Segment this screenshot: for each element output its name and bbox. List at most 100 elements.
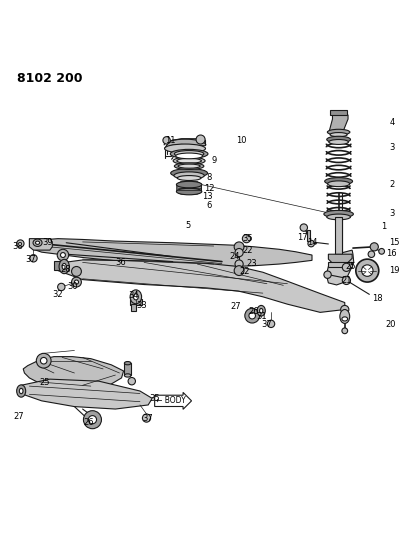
Text: 37: 37 [261, 320, 272, 329]
Text: 27: 27 [14, 411, 24, 421]
Ellipse shape [62, 263, 66, 270]
Ellipse shape [33, 239, 42, 246]
Ellipse shape [340, 310, 350, 324]
Text: 20: 20 [386, 320, 396, 329]
Ellipse shape [125, 374, 131, 377]
Bar [125, 363, 131, 375]
Text: 13: 13 [202, 191, 213, 200]
Ellipse shape [327, 214, 351, 220]
Ellipse shape [174, 172, 204, 179]
Text: 30: 30 [67, 281, 78, 290]
Ellipse shape [175, 153, 203, 159]
Circle shape [379, 248, 385, 254]
Polygon shape [23, 357, 124, 390]
Bar [130, 299, 142, 305]
Text: 17: 17 [297, 233, 308, 243]
Circle shape [72, 266, 81, 276]
Ellipse shape [325, 177, 353, 185]
Ellipse shape [125, 361, 131, 365]
Bar [131, 304, 136, 311]
Polygon shape [328, 262, 352, 266]
Circle shape [74, 280, 79, 284]
Text: 23: 23 [247, 259, 258, 268]
Circle shape [362, 265, 373, 276]
Text: 35: 35 [149, 394, 159, 403]
Polygon shape [177, 182, 201, 194]
Text: 14: 14 [307, 238, 318, 247]
Text: 27: 27 [230, 302, 241, 311]
Bar [335, 216, 342, 254]
Polygon shape [328, 254, 352, 263]
Text: 39: 39 [42, 238, 53, 247]
Circle shape [308, 240, 314, 247]
Ellipse shape [174, 163, 204, 169]
Text: 21: 21 [342, 276, 352, 285]
Ellipse shape [164, 144, 206, 153]
Ellipse shape [324, 211, 353, 218]
Circle shape [235, 248, 243, 257]
Text: 19: 19 [389, 266, 399, 275]
Polygon shape [329, 115, 348, 131]
Ellipse shape [177, 158, 201, 163]
Text: 35: 35 [242, 234, 253, 243]
Text: 38: 38 [12, 243, 23, 252]
Text: 37: 37 [25, 255, 36, 264]
Ellipse shape [130, 290, 142, 304]
Text: 34: 34 [129, 292, 139, 301]
Ellipse shape [59, 260, 69, 273]
Circle shape [30, 255, 37, 262]
Ellipse shape [134, 294, 139, 300]
Text: 2: 2 [389, 180, 395, 189]
Circle shape [88, 416, 97, 424]
Text: 3: 3 [389, 143, 395, 152]
Text: 25: 25 [346, 262, 356, 271]
Text: 4: 4 [389, 118, 395, 127]
Circle shape [57, 249, 69, 261]
Circle shape [40, 358, 47, 364]
Circle shape [368, 251, 375, 257]
Ellipse shape [327, 130, 350, 135]
Text: 3: 3 [389, 209, 395, 218]
Text: 22: 22 [242, 246, 252, 255]
Polygon shape [330, 110, 347, 115]
Ellipse shape [176, 181, 202, 188]
Text: 8: 8 [206, 173, 212, 182]
Text: 9: 9 [211, 156, 216, 165]
Circle shape [267, 320, 275, 328]
Text: 5: 5 [186, 221, 191, 230]
Circle shape [242, 235, 251, 243]
Ellipse shape [174, 151, 204, 157]
Circle shape [342, 276, 351, 285]
Circle shape [370, 243, 379, 251]
Polygon shape [29, 239, 52, 250]
Circle shape [36, 353, 51, 368]
Ellipse shape [17, 385, 25, 397]
Bar [307, 230, 310, 241]
Text: ← BODY: ← BODY [156, 397, 185, 406]
Ellipse shape [173, 157, 205, 165]
Text: 10: 10 [236, 136, 247, 145]
Circle shape [60, 253, 65, 257]
Ellipse shape [171, 168, 208, 177]
Circle shape [196, 135, 205, 144]
Circle shape [300, 224, 307, 231]
Text: 26: 26 [248, 307, 259, 316]
Ellipse shape [327, 136, 351, 143]
Text: 24: 24 [229, 252, 240, 261]
Text: 33: 33 [136, 301, 148, 310]
Polygon shape [326, 250, 354, 285]
Ellipse shape [19, 389, 23, 394]
Circle shape [235, 260, 243, 268]
Bar [54, 261, 60, 270]
Text: 22: 22 [240, 267, 250, 276]
Circle shape [17, 240, 24, 247]
Text: 6: 6 [206, 200, 212, 209]
Circle shape [58, 284, 65, 290]
Circle shape [143, 414, 150, 422]
Text: 12: 12 [204, 184, 215, 193]
Ellipse shape [178, 164, 200, 168]
Text: 25: 25 [40, 377, 50, 386]
Circle shape [163, 136, 170, 144]
Ellipse shape [328, 181, 350, 187]
Ellipse shape [260, 309, 263, 313]
